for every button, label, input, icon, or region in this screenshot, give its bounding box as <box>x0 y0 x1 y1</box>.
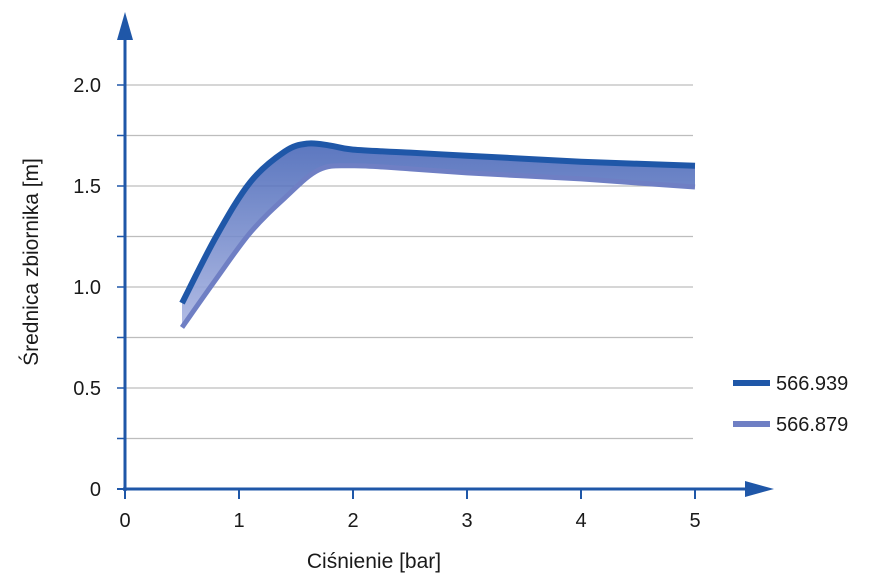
x-axis-title: Ciśnienie [bar] <box>307 550 441 573</box>
y-axis-title: Średnica zbiornika [m] <box>19 158 43 366</box>
x-tick-label: 4 <box>575 510 586 532</box>
x-tick-label: 2 <box>347 510 358 532</box>
x-tick-label: 0 <box>119 510 130 532</box>
series-line-566-879 <box>179 163 696 329</box>
grid-lines <box>117 84 693 440</box>
axes <box>117 12 774 497</box>
legend-label: 566.939 <box>776 373 848 395</box>
tick-labels: 0 1 2 3 4 5 0 0.5 1.0 1.5 2.0 <box>73 75 700 532</box>
y-tick-label: 0.5 <box>73 378 101 400</box>
y-axis-arrow <box>117 12 133 40</box>
y-tick-label: 2.0 <box>73 75 101 97</box>
legend: 566.939 566.879 <box>733 373 848 436</box>
series-lines <box>179 140 696 329</box>
y-tick-label: 0 <box>90 479 101 501</box>
x-tick-label: 5 <box>689 510 700 532</box>
y-tick-label: 1.0 <box>73 277 101 299</box>
x-tick-label: 3 <box>461 510 472 532</box>
x-tick-label: 1 <box>233 510 244 532</box>
y-tick-label: 1.5 <box>73 176 101 198</box>
legend-label: 566.879 <box>776 414 848 436</box>
series-line-566-939 <box>179 140 696 305</box>
x-axis-arrow <box>745 481 774 497</box>
